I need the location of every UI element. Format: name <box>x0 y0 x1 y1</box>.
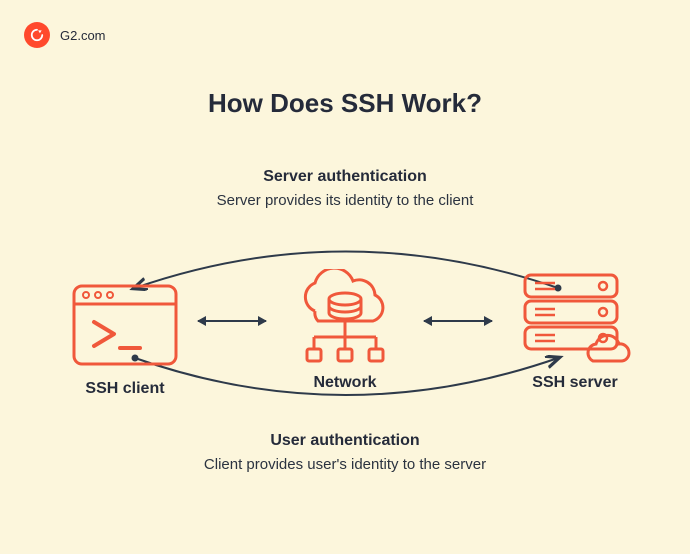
diagram-canvas: G2.com How Does SSH Work? Server authent… <box>0 0 690 554</box>
g2-logo-icon <box>24 22 50 48</box>
user-auth-subtext: Client provides user's identity to the s… <box>0 456 690 473</box>
network-server-arrow <box>424 320 492 322</box>
client-network-arrow <box>198 320 266 322</box>
server-auth-heading: Server authentication <box>0 168 690 186</box>
network-label: Network <box>280 374 410 392</box>
ssh-client-label: SSH client <box>60 380 190 398</box>
terminal-icon <box>60 280 190 370</box>
ssh-client-node: SSH client <box>60 280 190 398</box>
cloud-network-icon <box>280 274 410 364</box>
server-auth-subtext: Server provides its identity to the clie… <box>0 192 690 209</box>
brand-name: G2.com <box>60 28 106 43</box>
brand-logo: G2.com <box>24 22 106 48</box>
ssh-server-label: SSH server <box>505 374 645 392</box>
ssh-server-node: SSH server <box>505 274 645 392</box>
server-stack-icon <box>505 274 645 364</box>
user-auth-section: User authentication Client provides user… <box>0 432 690 473</box>
user-auth-heading: User authentication <box>0 432 690 450</box>
server-auth-section: Server authentication Server provides it… <box>0 168 690 209</box>
network-node: Network <box>280 274 410 392</box>
page-title: How Does SSH Work? <box>0 88 690 119</box>
